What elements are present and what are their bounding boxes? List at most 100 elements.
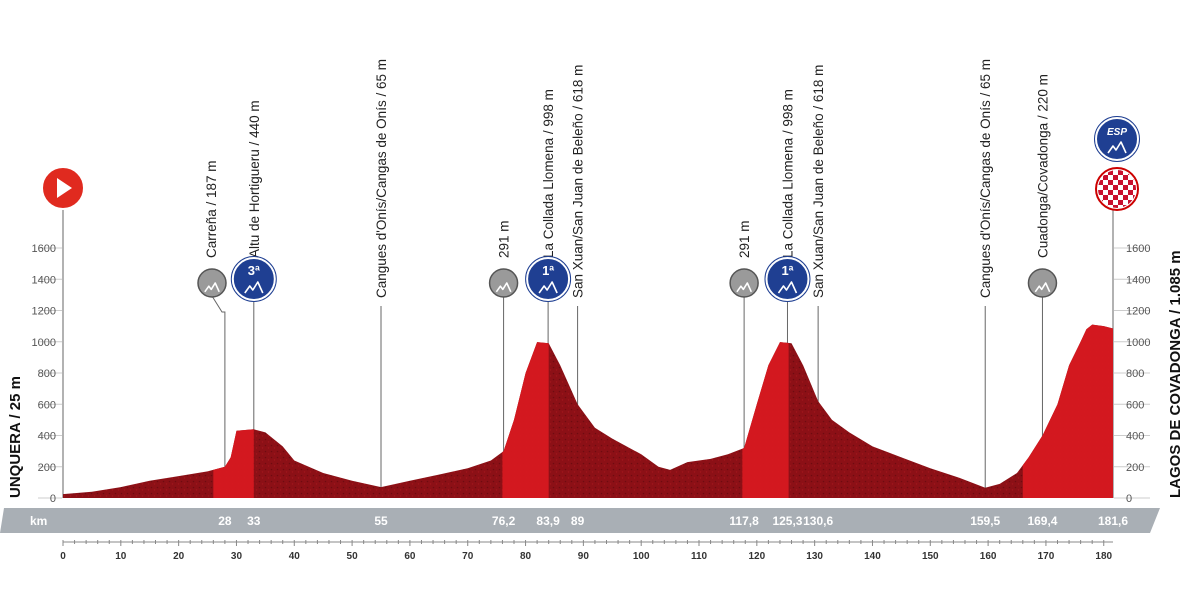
distance-tick-label: 30 — [231, 551, 243, 562]
special-finish-badge-icon: ESP — [1094, 116, 1140, 162]
distance-tick-label: 140 — [864, 551, 881, 562]
distance-tick-label: 160 — [980, 551, 997, 562]
elevation-profile-area — [63, 324, 1113, 498]
badge-ring — [764, 256, 811, 302]
start-play-icon — [41, 166, 85, 210]
start-town-label: UNQUERA / 25 m — [7, 376, 24, 498]
km-marker: 28 — [218, 514, 232, 528]
checker-square — [1123, 185, 1128, 190]
km-marker: 83,9 — [536, 514, 560, 528]
checker-square — [1108, 180, 1113, 185]
badge-circle — [526, 257, 571, 301]
checker-square — [1123, 195, 1128, 200]
climb-category-badge-icon: 1ª — [764, 256, 811, 302]
mountain-glyph — [495, 282, 512, 293]
finish-town-label: LAGOS DE COVADONGA / 1.085 m — [1167, 250, 1184, 498]
checker-square — [1098, 180, 1103, 185]
climb-badges: 3ª 1ª 1ª — [197, 256, 1058, 302]
checker-square — [1118, 180, 1123, 185]
checker-square — [1103, 195, 1108, 200]
waypoint-label: San Xuan/San Juan de Beleño / 618 m — [811, 65, 826, 298]
badge-circle — [197, 268, 227, 298]
elevation-tick-label: 600 — [1126, 399, 1144, 411]
checker-square — [1118, 170, 1123, 175]
elevation-tick-label: 800 — [38, 368, 56, 380]
waypoint-label: Carreña / 187 m — [204, 160, 219, 258]
badge-category-text: 3ª — [248, 263, 260, 278]
badge-circle — [729, 268, 759, 298]
distance-tick-label: 0 — [60, 551, 66, 562]
km-marker: 89 — [571, 514, 585, 528]
distance-tick-label: 50 — [347, 551, 359, 562]
km-marker: 181,6 — [1098, 514, 1128, 528]
elevation-tick-label: 0 — [1126, 493, 1132, 505]
badge-circle — [231, 257, 276, 301]
distance-tick-label: 150 — [922, 551, 939, 562]
checker-square — [1108, 200, 1113, 205]
waypoint-label: San Xuan/San Juan de Beleño / 618 m — [571, 65, 586, 298]
badge-category-text: 1ª — [781, 263, 793, 278]
mountain-glyph — [204, 282, 220, 293]
badge-circle — [1027, 268, 1058, 298]
distance-tick-label: 10 — [115, 551, 127, 562]
checker-square — [1128, 180, 1133, 185]
checker-square — [1123, 175, 1128, 180]
elevation-tick-label: 1600 — [1126, 243, 1150, 255]
checker-square — [1113, 185, 1118, 190]
checker-square — [1098, 190, 1103, 195]
guide-line — [211, 295, 226, 498]
waypoint-label: Altu de Hortigueru / 440 m — [247, 100, 262, 258]
distance-tick-label: 170 — [1038, 551, 1055, 562]
km-marker: 169,4 — [1027, 514, 1057, 528]
checker-square — [1103, 175, 1108, 180]
elevation-tick-label: 1600 — [32, 243, 56, 255]
finish-checkered-flag-icon — [1095, 167, 1139, 211]
distance-tick-label: 60 — [404, 551, 416, 562]
mountain-glyph — [244, 281, 264, 294]
elevation-tick-label: 400 — [1126, 431, 1144, 443]
distance-tick-label: 40 — [289, 551, 301, 562]
distance-scale: 0 10 20 30 40 50 60 70 80 90 100 110 120 130 140 150 160… — [60, 540, 1113, 562]
checker-square — [1128, 190, 1133, 195]
elevation-tick-label: 400 — [38, 431, 56, 443]
mountain-glyph — [1107, 141, 1127, 154]
km-marker: 33 — [247, 514, 261, 528]
km-band-bar — [0, 508, 1160, 533]
badge-circle — [765, 257, 810, 301]
checker-square — [1108, 170, 1113, 175]
play-triangle — [57, 178, 72, 198]
mountain-glyph — [777, 281, 798, 294]
km-marker: 117,8 — [729, 514, 759, 528]
mountain-glyph — [736, 282, 753, 293]
mountain-glyph — [1034, 282, 1051, 293]
checkpoint-badge-icon — [197, 268, 227, 298]
elevation-axis-right: 0 200 400 600 800 1000 1200 1400 1600 — [1126, 243, 1150, 505]
finish-badge-text: ESP — [1107, 127, 1127, 138]
km-marker: 125,3 — [772, 514, 802, 528]
checkpoint-badge-icon — [488, 268, 519, 298]
km-marker: 159,5 — [970, 514, 1000, 528]
checker-square — [1108, 190, 1113, 195]
elevation-gridlines — [38, 247, 1150, 499]
elevation-tick-label: 1400 — [32, 274, 56, 286]
climb-category-badge-icon: 3ª — [230, 256, 277, 302]
waypoint-label: 291 m — [497, 220, 512, 258]
elevation-tick-label: 200 — [38, 462, 56, 474]
waypoint-label: Cuadonga/Covadonga / 220 m — [1035, 74, 1050, 258]
badge-ring — [525, 256, 572, 302]
waypoint-label: Cangues d'Onís/Cangas de Onís / 65 m — [374, 59, 389, 298]
badge-category-text: 1ª — [542, 263, 554, 278]
checker-square — [1133, 205, 1136, 208]
km-marker: 130,6 — [803, 514, 833, 528]
checker-square — [1113, 205, 1118, 208]
elevation-tick-label: 800 — [1126, 368, 1144, 380]
badge-ring — [1094, 116, 1140, 162]
km-marker: 55 — [374, 514, 388, 528]
elevation-tick-label: 1000 — [32, 337, 56, 349]
distance-tick-label: 90 — [578, 551, 590, 562]
checker-square — [1118, 200, 1123, 205]
elevation-tick-label: 1200 — [1126, 306, 1150, 318]
elevation-axis-left: 0 200 400 600 800 1000 1200 1400 1600 — [32, 243, 56, 505]
distance-tick-label: 180 — [1095, 551, 1112, 562]
